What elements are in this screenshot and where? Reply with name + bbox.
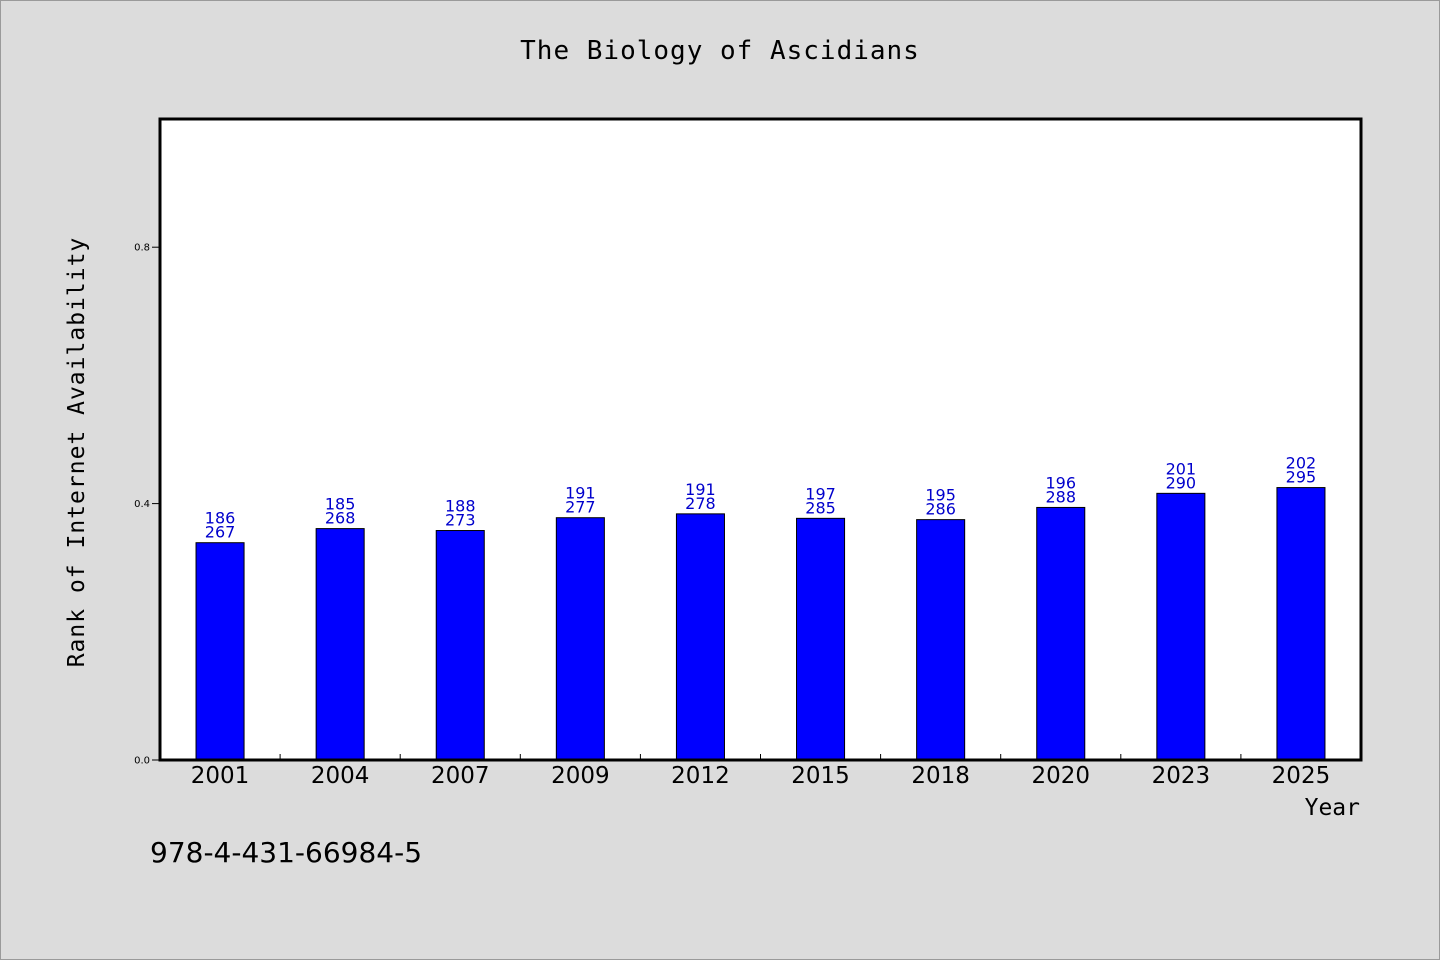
- bar-2007: [435, 530, 485, 761]
- data-label-top: 188: [445, 497, 476, 516]
- x-tick-labels: 2001 2004 2007 2009 2012 2015 2018 2020 2023 2025: [191, 763, 1330, 789]
- x-tick-label: 2020: [1031, 763, 1090, 789]
- y-tick-label: 0.0: [134, 756, 150, 767]
- bar-2015: [796, 517, 846, 761]
- data-label-top: 197: [805, 484, 836, 503]
- data-label-bottom: 286: [925, 500, 956, 519]
- x-tick-label: 2009: [551, 763, 610, 789]
- data-label-top: 195: [925, 486, 956, 505]
- data-label-bottom: 295: [1286, 468, 1317, 487]
- x-tick-label: 2023: [1152, 763, 1211, 789]
- data-label-top: 201: [1166, 459, 1197, 478]
- bar-2018: [916, 519, 966, 761]
- bar-2020: [1036, 506, 1086, 761]
- bar-2009: [555, 517, 605, 761]
- y-tick-label: 0.4: [134, 499, 150, 510]
- data-label-bottom: 290: [1166, 473, 1197, 492]
- isbn-text: 978-4-431-66984-5: [150, 836, 423, 869]
- plot-border: [158, 117, 1363, 762]
- x-tick-label: 2025: [1272, 763, 1331, 789]
- x-tick-label: 2012: [671, 763, 730, 789]
- x-tick-label: 2001: [191, 763, 250, 789]
- data-label-bottom: 285: [805, 498, 836, 517]
- data-label-bottom: 267: [205, 523, 236, 542]
- data-label-top: 185: [325, 495, 356, 514]
- x-tick-label: 2015: [791, 763, 850, 789]
- data-label-bottom: 273: [445, 511, 476, 530]
- chart-title: The Biology of Ascidians: [520, 36, 920, 66]
- x-tick-label: 2007: [431, 763, 490, 789]
- bar-2023: [1156, 492, 1206, 761]
- data-label-bottom: 268: [325, 509, 356, 528]
- x-axis-label: Year: [1304, 795, 1360, 821]
- data-label-top: 191: [565, 484, 596, 503]
- bar-2001: [195, 542, 245, 761]
- data-label-top: 191: [685, 480, 716, 499]
- bars: [195, 487, 1326, 761]
- bar-2025: [1276, 487, 1326, 761]
- y-tick-label: 0.8: [134, 243, 150, 254]
- data-label-top: 196: [1045, 473, 1076, 492]
- data-label-top: 202: [1286, 454, 1317, 473]
- bar-2004: [315, 528, 365, 761]
- data-label-bottom: 277: [565, 498, 596, 517]
- data-label-bottom: 278: [685, 494, 716, 513]
- data-labels: 1862671852681882731912771912781972851952…: [205, 454, 1316, 542]
- x-tick-label: 2004: [311, 763, 370, 789]
- data-label-top: 186: [205, 509, 236, 528]
- x-tick-label: 2018: [911, 763, 970, 789]
- y-axis-ticks: 0.0 0.4 0.8: [134, 243, 160, 767]
- data-label-bottom: 288: [1045, 487, 1076, 506]
- bar-2012: [675, 513, 725, 761]
